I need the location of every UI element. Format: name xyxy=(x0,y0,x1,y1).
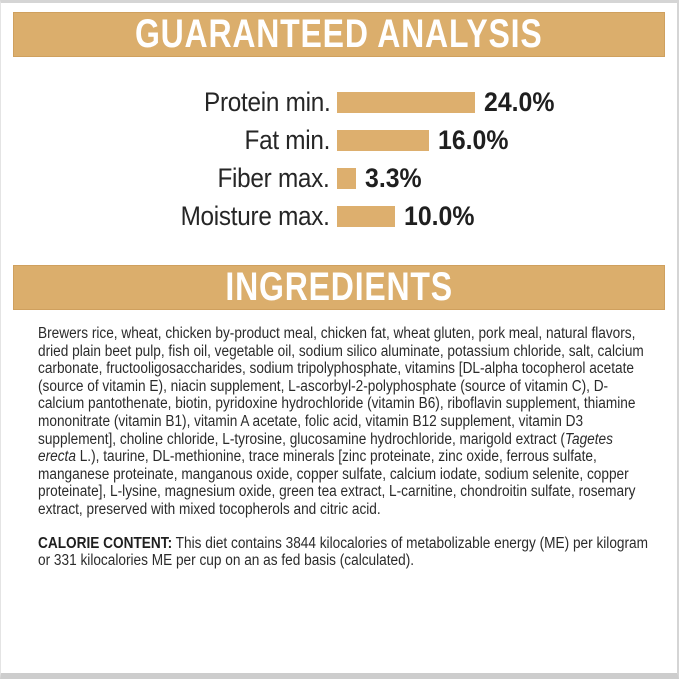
ingredients-title: INGREDIENTS xyxy=(225,265,453,309)
calorie-content-paragraph: CALORIE CONTENT: This diet contains 3844… xyxy=(38,535,650,570)
ga-value-fat: 16.0% xyxy=(438,124,509,155)
ga-value-fiber: 3.3% xyxy=(365,162,422,193)
ga-label-protein: Protein min. xyxy=(203,86,331,117)
ga-value-moisture: 10.0% xyxy=(403,200,475,231)
ga-label-fiber: Fiber max. xyxy=(217,162,330,193)
calorie-content-label: CALORIE CONTENT: xyxy=(38,534,173,552)
ingredients-paragraph: Brewers rice, wheat, chicken by-product … xyxy=(38,325,650,519)
ga-label-moisture: Moisture max. xyxy=(180,200,330,231)
ingredients-text-after-italic: L.), taurine, DL-methionine, trace miner… xyxy=(38,448,636,518)
ga-bar-moisture xyxy=(337,205,395,227)
ga-label-fat: Fat min. xyxy=(244,124,330,155)
ga-bar-fiber xyxy=(337,167,356,189)
guaranteed-analysis-title: GUARANTEED ANALYSIS xyxy=(135,12,543,56)
ga-row-fiber: Fiber max. 3.3% xyxy=(1,159,677,197)
ingredients-banner: INGREDIENTS xyxy=(13,265,665,310)
ga-value-protein: 24.0% xyxy=(484,86,555,117)
ga-bar-protein xyxy=(337,91,476,113)
calorie-content-text: This diet contains 3844 kilocalories of … xyxy=(38,534,649,570)
ingredients-text-before-italic: Brewers rice, wheat, chicken by-product … xyxy=(38,325,644,448)
ga-row-protein: Protein min. 24.0% xyxy=(1,83,677,121)
guaranteed-analysis-chart: Protein min. 24.0% Fat min. 16.0% Fiber … xyxy=(1,83,677,235)
ga-row-fat: Fat min. 16.0% xyxy=(1,121,677,159)
ga-row-moisture: Moisture max. 10.0% xyxy=(1,197,677,235)
ingredients-latin-name: Tagetes erecta xyxy=(38,430,613,466)
ga-bar-fat xyxy=(337,129,430,151)
guaranteed-analysis-banner: GUARANTEED ANALYSIS xyxy=(13,12,665,57)
